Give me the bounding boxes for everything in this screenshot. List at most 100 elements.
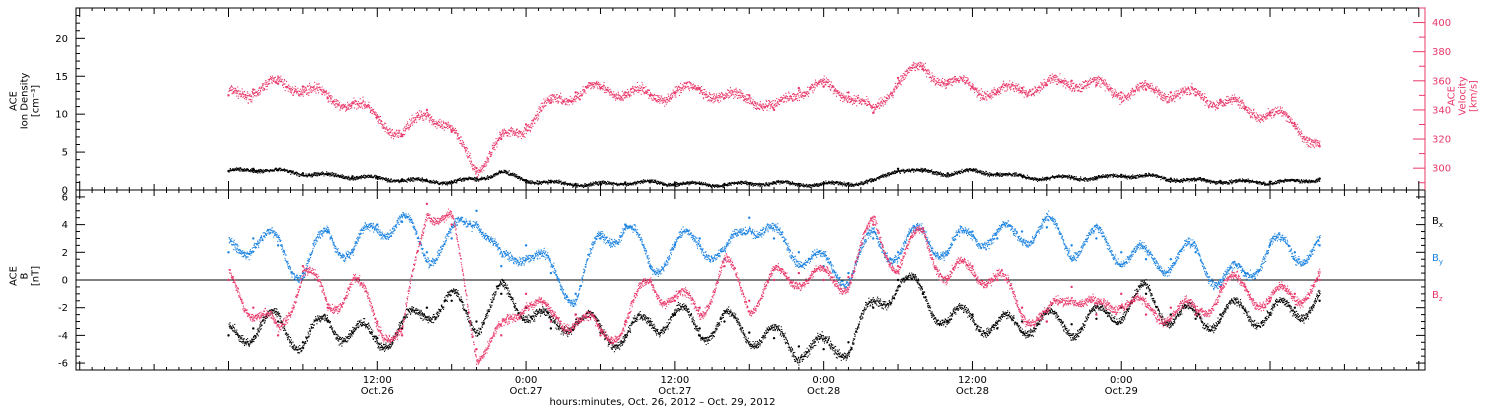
bz-point (500, 334, 503, 337)
bz-point (1020, 306, 1024, 309)
b-tick-label: -4 (58, 331, 68, 342)
by-point (1120, 251, 1123, 254)
by-series (227, 209, 1321, 307)
velocity-point (797, 86, 801, 90)
bz-point (1070, 285, 1073, 289)
velocity-tick-label: 320 (1432, 135, 1451, 146)
x-tick-date: Oct.26 (361, 386, 394, 397)
bx-point (822, 348, 825, 351)
velocity-tick-label: 340 (1432, 105, 1451, 116)
by-point (574, 292, 577, 296)
x-tick-time: 12:00 (958, 375, 987, 386)
bx-point (896, 278, 900, 282)
by-point (1169, 258, 1173, 261)
by-point (1144, 258, 1148, 261)
bz-point (1194, 313, 1197, 316)
b-tick-label: -2 (58, 303, 68, 314)
bx-point (252, 327, 255, 330)
by-point (549, 271, 553, 275)
density-tick-label: 5 (62, 148, 68, 159)
legend-bx: Bx (1432, 216, 1443, 229)
bz-point (872, 223, 875, 226)
b-tick-label: 6 (62, 192, 68, 203)
bx-point (475, 320, 478, 323)
velocity-point (425, 108, 429, 112)
x-tick-time: 12:00 (660, 375, 689, 386)
x-tick-time: 0:00 (515, 375, 537, 386)
bx-point (1318, 299, 1321, 302)
bx-point (847, 341, 850, 344)
velocity-tick-label: 380 (1432, 47, 1451, 58)
velocity-tick-label: 400 (1432, 18, 1451, 29)
bz-point (425, 202, 429, 206)
bx-point (872, 306, 875, 309)
bz-point (698, 306, 701, 309)
bz-point (1095, 313, 1098, 316)
bx-point (1144, 292, 1148, 296)
by-point (450, 237, 453, 240)
velocity-point (1169, 91, 1173, 94)
velocity-point (1070, 79, 1073, 83)
by-point (227, 251, 230, 254)
bx-point (971, 313, 974, 316)
by-point (1070, 244, 1073, 247)
bz-point (599, 334, 602, 337)
density-tick-label: 15 (55, 72, 68, 83)
velocity-tick-label: 300 (1432, 164, 1451, 175)
velocity-tick-label: 360 (1432, 76, 1451, 87)
by-point (1020, 230, 1024, 233)
x-tick-time: 0:00 (812, 375, 834, 386)
velocity-point (772, 108, 776, 112)
bz-point (450, 223, 453, 226)
bz-point (301, 264, 305, 268)
bx-point (1020, 320, 1024, 323)
by-point (252, 237, 255, 240)
b-tick-label: 4 (62, 220, 68, 231)
bx-point (1194, 317, 1197, 320)
x-tick-date: Oct.27 (658, 386, 691, 397)
bz-point (549, 320, 553, 323)
bx-point (301, 341, 305, 344)
bz-point (847, 276, 850, 279)
bz-point (772, 278, 776, 282)
density-axis-label: ACE Ion Density [cm⁻³] (9, 73, 42, 130)
by-point (425, 251, 429, 254)
x-tick-date: Oct.27 (509, 386, 542, 397)
velocity-point (574, 91, 577, 94)
by-point (872, 237, 875, 240)
bx-point (748, 331, 751, 334)
by-point (624, 223, 627, 226)
bz-point (1219, 285, 1222, 289)
by-point (376, 223, 379, 226)
bz-point (797, 271, 801, 275)
velocity-point (252, 88, 255, 91)
by-point (1045, 226, 1049, 229)
bz-point (227, 278, 230, 282)
bz-point (822, 278, 825, 282)
by-point (698, 237, 701, 240)
velocity-axis-label: ACE Velocity [km/s] (1447, 76, 1480, 115)
density-tick-label: 0 (62, 186, 68, 197)
bz-point (276, 334, 280, 337)
by-point (1293, 251, 1297, 254)
velocity-series (227, 61, 1321, 180)
bx-point (376, 336, 379, 340)
bz-point (252, 306, 255, 309)
by-point (276, 244, 280, 247)
velocity-point (748, 94, 751, 97)
velocity-point (227, 94, 230, 97)
velocity-point (500, 137, 503, 141)
x-tick-time: 12:00 (363, 375, 392, 386)
bz-point (574, 313, 577, 316)
bx-point (227, 334, 230, 337)
bz-series (227, 202, 1321, 365)
bx-series (227, 272, 1321, 366)
bz-point (1045, 320, 1049, 323)
density-tick-label: 10 (55, 110, 68, 121)
bx-point (1095, 317, 1098, 320)
bz-point (1169, 306, 1173, 309)
bz-point (524, 292, 528, 296)
x-tick-time: 0:00 (1110, 375, 1132, 386)
bx-point (772, 336, 776, 340)
